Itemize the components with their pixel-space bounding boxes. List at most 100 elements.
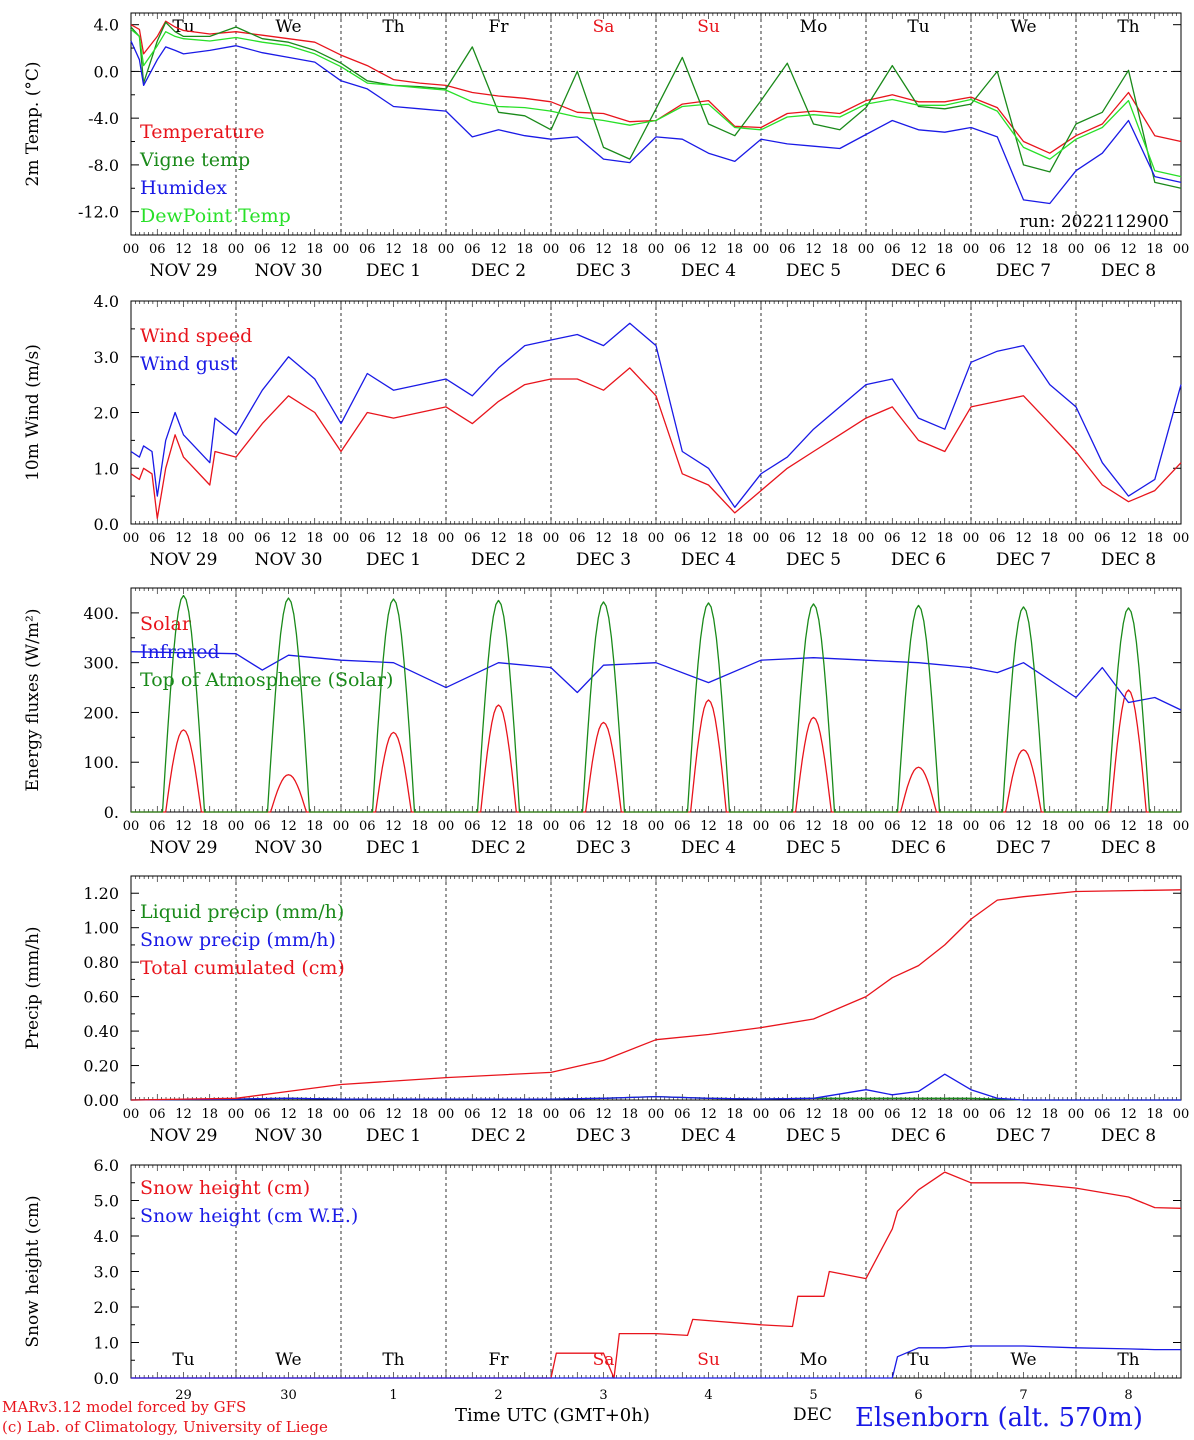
hour-tick-label: 00	[543, 1107, 560, 1122]
panel-temp: 4.0 0.0 -4.0 -8.0 -12.0 2m Temp. (°C) 00 06 12 18…	[23, 12, 1189, 281]
hour-tick-label: 00	[648, 531, 665, 546]
lab-credit: (c) Lab. of Climatology, University of L…	[2, 1418, 328, 1436]
hour-tick-label: 18	[621, 819, 638, 834]
hour-tick-label: 12	[175, 242, 192, 257]
hour-tick-label: 00	[1173, 819, 1190, 834]
date-label: NOV 30	[255, 1126, 323, 1146]
date-label: DEC 7	[996, 261, 1051, 281]
panel-wind: 4.0 3.0 2.0 1.0 0.0 10m Wind (m/s) 00 06 12 18 NOV…	[23, 292, 1189, 570]
date-label: DEC 4	[681, 838, 736, 858]
date-label: DEC 5	[786, 1126, 841, 1146]
plot-frame	[130, 300, 1182, 525]
hour-tick-label: 06	[254, 819, 271, 834]
hour-tick-label: 18	[1146, 242, 1163, 257]
series-line-top-of-atmosphere-solar-	[131, 594, 1181, 813]
legend-entry: Snow height (cm W.E.)	[140, 1205, 358, 1227]
hour-tick-label: 12	[595, 1107, 612, 1122]
hour-tick-label: 00	[753, 819, 770, 834]
hour-tick-label: 06	[674, 1107, 691, 1122]
hour-tick-label: 00	[1173, 531, 1190, 546]
legend-entry: Liquid precip (mm/h)	[140, 901, 344, 923]
hour-tick-label: 12	[805, 242, 822, 257]
y-tick-label: 0.00	[83, 1091, 119, 1110]
series-line-humidex	[130, 40, 1182, 205]
hour-tick-label: 06	[779, 1107, 796, 1122]
hour-tick-label: 06	[149, 819, 166, 834]
day-name-label: Th	[382, 1350, 404, 1370]
hour-tick-label: 00	[333, 531, 350, 546]
day-number-label: 7	[1019, 1388, 1027, 1403]
y-tick-label: 3.0	[94, 1263, 119, 1282]
hour-tick-label: 12	[385, 242, 402, 257]
day-name-label: Tu	[907, 17, 929, 37]
hour-tick-label: 06	[779, 819, 796, 834]
day-name-label: Mo	[800, 1350, 828, 1370]
hour-tick-label: 12	[1015, 819, 1032, 834]
hour-tick-label: 00	[123, 531, 140, 546]
hour-tick-label: 06	[149, 242, 166, 257]
hour-tick-label: 06	[779, 531, 796, 546]
day-name-label: We	[1010, 1350, 1036, 1370]
date-label: DEC 2	[471, 838, 526, 858]
hour-tick-label: 18	[621, 531, 638, 546]
hour-tick-label: 00	[963, 1107, 980, 1122]
hour-tick-label: 12	[910, 531, 927, 546]
hour-tick-label: 06	[359, 531, 376, 546]
hour-tick-label: 18	[201, 531, 218, 546]
series-line-total-cumulated-cm-	[130, 889, 1182, 1101]
hour-tick-label: 12	[1120, 531, 1137, 546]
hour-tick-label: 12	[1120, 819, 1137, 834]
date-label: DEC 5	[786, 838, 841, 858]
date-label: DEC 2	[471, 1126, 526, 1146]
day-name-label: Th	[1117, 1350, 1139, 1370]
hour-tick-label: 06	[359, 242, 376, 257]
hour-tick-label: 12	[1120, 1107, 1137, 1122]
hour-tick-label: 18	[936, 1107, 953, 1122]
hour-tick-label: 00	[1068, 531, 1085, 546]
hour-tick-label: 18	[516, 819, 533, 834]
hour-tick-label: 06	[674, 242, 691, 257]
hour-tick-label: 18	[726, 531, 743, 546]
hour-tick-label: 18	[831, 242, 848, 257]
hour-tick-label: 06	[569, 1107, 586, 1122]
date-label: DEC 2	[471, 261, 526, 281]
hour-tick-label: 12	[175, 531, 192, 546]
hour-tick-label: 18	[1041, 242, 1058, 257]
hour-tick-label: 06	[989, 819, 1006, 834]
hour-tick-label: 00	[438, 1107, 455, 1122]
hour-tick-label: 00	[438, 531, 455, 546]
date-label: DEC 6	[891, 838, 946, 858]
day-name-label: Fr	[489, 17, 510, 37]
model-credit: MARv3.12 model forced by GFS	[2, 1398, 247, 1416]
day-name-label: Su	[697, 17, 720, 37]
hour-tick-label: 18	[306, 531, 323, 546]
hour-tick-label: 06	[569, 819, 586, 834]
y-tick-label: -12.0	[78, 203, 119, 222]
y-tick-label: 5.0	[94, 1192, 119, 1211]
date-label: NOV 30	[255, 261, 323, 281]
hour-tick-label: 00	[1068, 819, 1085, 834]
hour-tick-label: 12	[595, 531, 612, 546]
hour-tick-label: 12	[700, 819, 717, 834]
y-tick-label: 0.0	[94, 1369, 119, 1388]
legend-entry: Snow precip (mm/h)	[140, 929, 336, 951]
hour-tick-label: 18	[201, 819, 218, 834]
hour-tick-label: 06	[464, 1107, 481, 1122]
y-tick-label: 1.20	[83, 884, 119, 903]
hour-tick-label: 06	[569, 531, 586, 546]
series-line-wind-gust	[130, 322, 1182, 508]
hour-tick-label: 18	[201, 1107, 218, 1122]
y-tick-label: 300.	[83, 654, 119, 673]
hour-tick-label: 06	[674, 531, 691, 546]
y-tick-label: 0.0	[94, 515, 119, 534]
hour-tick-label: 00	[438, 819, 455, 834]
hour-tick-label: 06	[569, 242, 586, 257]
panel-snow: 6.0 5.0 4.0 3.0 2.0 1.0 0.0 Snow height (cm) Tu 2…	[23, 1156, 1182, 1403]
date-label: DEC 5	[786, 550, 841, 570]
y-axis-label: Energy fluxes (W/m²)	[23, 609, 43, 792]
hour-tick-label: 18	[831, 531, 848, 546]
plot-frame	[130, 587, 1182, 813]
hour-tick-label: 12	[385, 1107, 402, 1122]
hour-tick-label: 18	[411, 1107, 428, 1122]
date-label: DEC 1	[366, 550, 421, 570]
